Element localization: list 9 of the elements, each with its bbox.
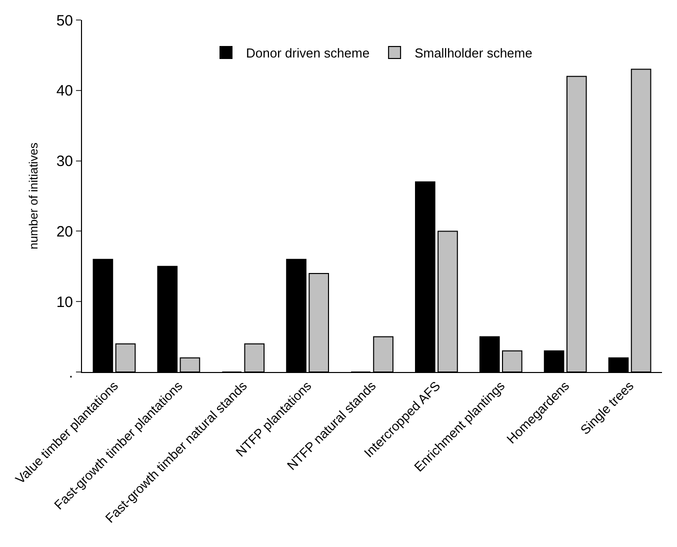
y-tick-label: . — [68, 364, 73, 382]
legend-label: Smallholder scheme — [414, 46, 532, 61]
legend-label: Donor driven scheme — [246, 46, 370, 61]
y-tick-label: 30 — [56, 153, 73, 170]
y-tick-label: 50 — [56, 12, 73, 30]
y-axis-title: number of initiatives — [26, 142, 41, 250]
y-tick-label: 40 — [56, 82, 73, 100]
y-tick-label: 20 — [56, 223, 73, 240]
y-tick-label: 10 — [56, 294, 73, 311]
